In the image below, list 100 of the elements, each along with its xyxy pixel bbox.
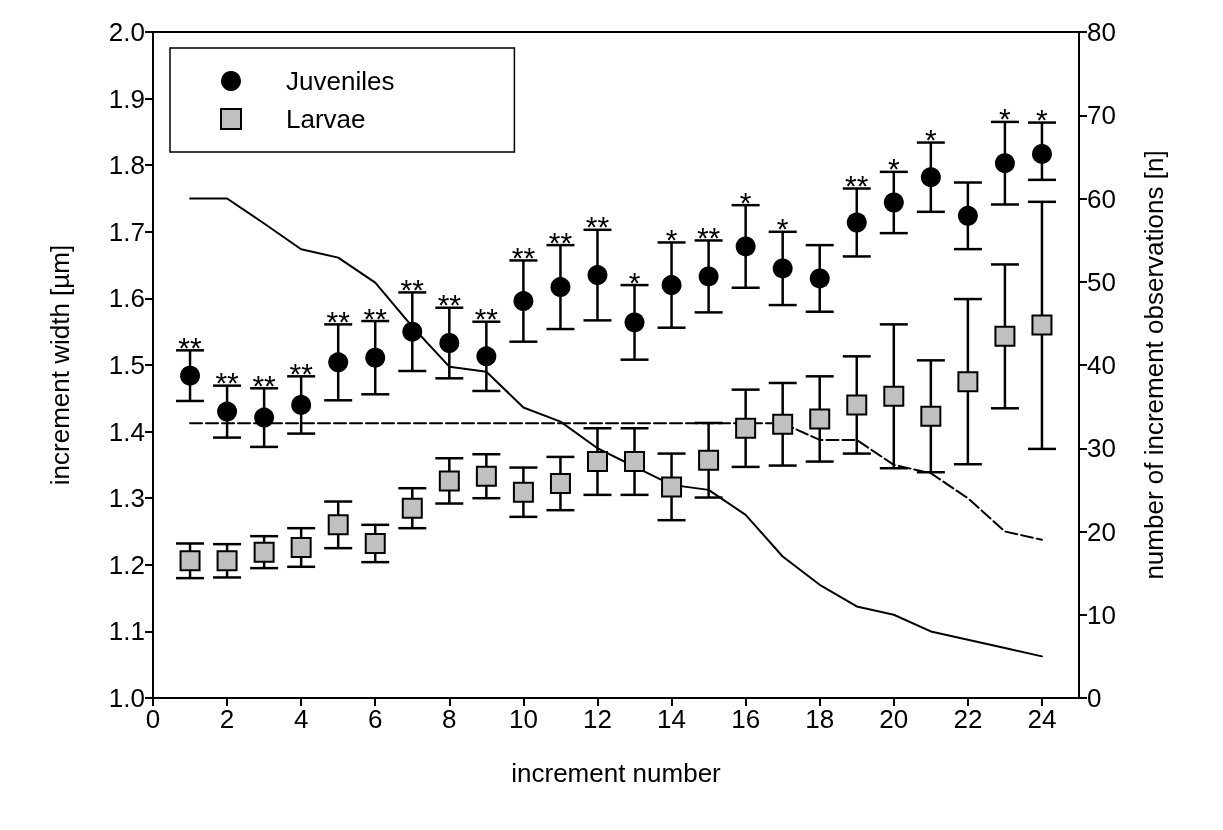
point	[846, 212, 867, 233]
point	[328, 352, 349, 373]
point	[364, 532, 386, 554]
point	[476, 346, 497, 367]
point	[438, 470, 460, 492]
y-tick-label: 1.3	[108, 483, 145, 514]
point	[327, 514, 349, 536]
y2-tick-label: 40	[1087, 350, 1116, 380]
point	[883, 385, 905, 407]
annotation: **	[326, 304, 351, 338]
point	[401, 497, 423, 519]
point	[253, 541, 275, 563]
x-tick-label: 24	[1027, 704, 1057, 734]
x-axis-title: increment number	[511, 758, 722, 788]
y-tick-label: 1.7	[108, 216, 145, 247]
point	[994, 325, 1016, 347]
x-tick-label: 18	[805, 704, 835, 734]
point	[920, 405, 942, 427]
y2-tick-label: 50	[1087, 266, 1116, 297]
point	[698, 266, 719, 287]
point	[291, 394, 312, 415]
point	[402, 321, 423, 342]
x-tick-label: 6	[368, 704, 383, 734]
point	[587, 265, 608, 286]
point	[180, 365, 201, 386]
y2-axis-title: number of increment observations [n]	[1139, 150, 1169, 580]
x-tick-label: 22	[953, 704, 983, 734]
point	[994, 153, 1015, 174]
point	[735, 236, 756, 257]
y-tick-label: 1.0	[108, 683, 145, 713]
y2-tick-label: 30	[1087, 433, 1116, 464]
point	[254, 407, 275, 428]
y2-tick-label: 70	[1087, 100, 1116, 131]
annotation: **	[548, 225, 573, 259]
annotation: *	[925, 123, 937, 157]
y2-tick-label: 10	[1087, 599, 1116, 630]
annotation: *	[739, 185, 752, 219]
point	[217, 401, 238, 422]
x-tick-label: 4	[293, 704, 309, 734]
point	[290, 536, 312, 558]
point	[439, 333, 460, 354]
point	[772, 258, 793, 279]
point	[1031, 314, 1053, 336]
y-tick-label: 1.9	[108, 83, 145, 114]
annotation: **	[474, 302, 499, 336]
point	[809, 268, 830, 289]
x-tick-label: 0	[145, 704, 161, 734]
point	[550, 277, 571, 298]
x-tick-label: 10	[508, 704, 538, 734]
point	[883, 192, 904, 213]
point	[809, 408, 831, 430]
annotation: **	[363, 301, 388, 335]
y2-tick-label: 60	[1087, 183, 1116, 214]
x-tick-label: 12	[583, 704, 612, 734]
x-tick-label: 2	[219, 704, 235, 734]
y-tick-label: 1.1	[108, 616, 145, 647]
annotation: **	[252, 368, 277, 402]
point	[1031, 143, 1052, 164]
annotation: **	[178, 330, 203, 364]
point	[661, 275, 682, 296]
y-tick-label: 1.4	[108, 416, 145, 447]
point	[586, 451, 608, 473]
legend-label: Juveniles	[286, 66, 395, 96]
point	[920, 167, 941, 188]
annotation: *	[1036, 103, 1049, 137]
point	[216, 550, 238, 572]
point	[735, 417, 757, 439]
point	[512, 481, 534, 503]
y-tick-label: 1.6	[108, 283, 145, 314]
point	[624, 312, 645, 333]
y-axis-title: increment width [µm]	[45, 244, 75, 486]
annotation: **	[437, 288, 462, 322]
y-tick-label: 1.5	[108, 350, 145, 380]
point	[179, 550, 201, 572]
annotation: *	[665, 222, 678, 256]
legend-label: Larvae	[286, 104, 366, 134]
y2-tick-label: 20	[1087, 516, 1116, 547]
point	[957, 205, 978, 226]
point	[365, 347, 386, 368]
y2-tick-label: 80	[1087, 17, 1116, 47]
point	[624, 451, 646, 473]
annotation: **	[400, 272, 425, 306]
annotation: **	[696, 220, 721, 254]
annotation: *	[628, 265, 641, 299]
annotation: *	[887, 152, 900, 186]
point	[957, 371, 979, 393]
annotation: **	[585, 210, 610, 244]
point	[475, 465, 497, 487]
x-tick-label: 8	[442, 704, 457, 734]
annotation: **	[289, 356, 314, 390]
annotation: **	[511, 240, 536, 274]
point	[698, 449, 720, 471]
y-tick-label: 1.2	[108, 549, 145, 580]
y-tick-label: 2.0	[108, 17, 145, 47]
point	[549, 473, 571, 495]
y2-tick-label: 0	[1087, 683, 1102, 713]
annotation: *	[999, 102, 1012, 136]
point	[772, 413, 794, 435]
annotation: *	[776, 212, 789, 246]
point	[661, 476, 683, 498]
